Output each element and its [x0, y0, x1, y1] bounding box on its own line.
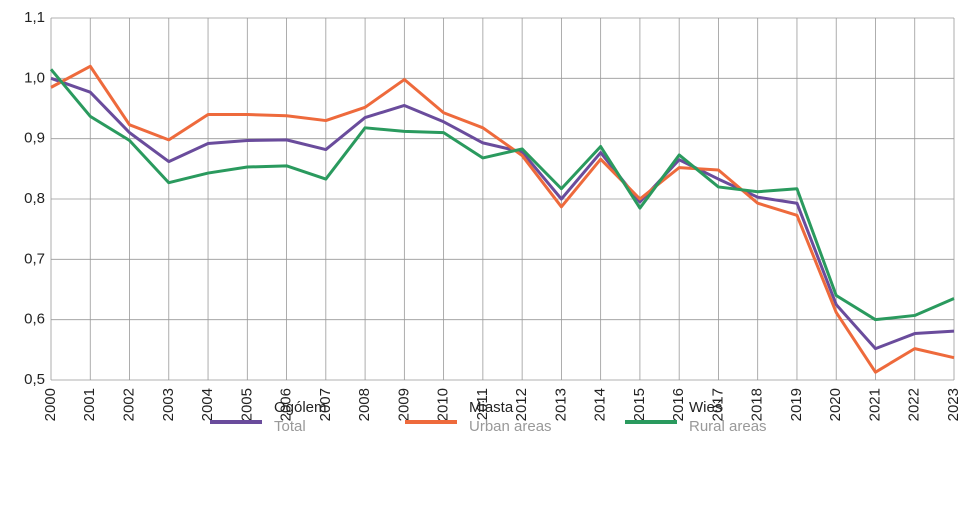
x-tick-label: 2002: [120, 388, 137, 421]
legend-sublabel: Urban areas: [469, 418, 552, 435]
y-tick-label: 0,8: [24, 190, 45, 207]
x-tick-label: 2022: [906, 388, 923, 421]
x-tick-label: 2014: [592, 388, 609, 421]
x-tick-label: 2007: [317, 388, 334, 421]
legend-sublabel: Rural areas: [689, 418, 767, 435]
x-tick-label: 2000: [42, 388, 59, 421]
x-tick-label: 2021: [866, 388, 883, 421]
x-tick-label: 2004: [199, 388, 216, 421]
x-tick-label: 2012: [513, 388, 530, 421]
legend-label: Wieś: [689, 399, 722, 416]
y-tick-label: 1,0: [24, 69, 45, 86]
legend-label: Ogólem: [274, 399, 327, 416]
x-tick-label: 2003: [160, 388, 177, 421]
x-tick-label: 2009: [395, 388, 412, 421]
y-tick-label: 1,1: [24, 9, 45, 26]
x-tick-label: 2019: [788, 388, 805, 421]
x-tick-label: 2016: [670, 388, 687, 421]
x-tick-label: 2023: [945, 388, 962, 421]
x-tick-label: 2005: [238, 388, 255, 421]
legend-label: Miasta: [469, 399, 514, 416]
x-tick-label: 2001: [81, 388, 98, 421]
legend-sublabel: Total: [274, 418, 306, 435]
x-tick-label: 2013: [552, 388, 569, 421]
x-tick-label: 2018: [749, 388, 766, 421]
y-tick-label: 0,9: [24, 130, 45, 147]
x-tick-label: 2011: [474, 388, 491, 420]
line-series: [50, 64, 955, 374]
x-tick-label: 2015: [631, 388, 648, 421]
y-tick-label: 0,5: [24, 371, 45, 388]
line-series: [50, 76, 955, 351]
x-tick-label: 2006: [278, 388, 295, 421]
line-series: [49, 68, 955, 322]
y-tick-label: 0,7: [24, 250, 45, 267]
x-tick-label: 2020: [827, 388, 844, 421]
y-tick-label: 0,6: [24, 311, 45, 328]
x-tick-label: 2008: [356, 388, 373, 421]
x-tick-label: 2010: [435, 388, 452, 421]
x-tick-label: 2017: [709, 388, 726, 421]
